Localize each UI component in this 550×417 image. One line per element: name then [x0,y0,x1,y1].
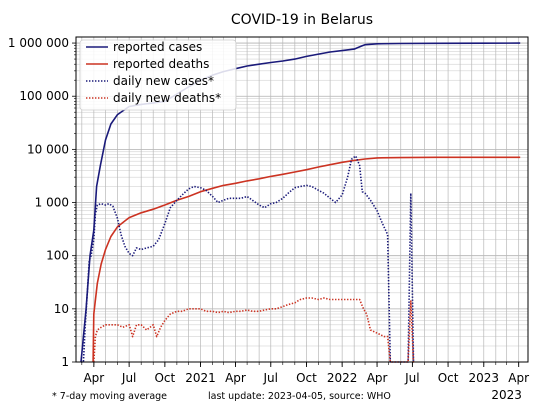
y-tick-label: 100 [46,249,69,263]
x-tick-label: Oct [154,371,175,385]
x-tick-label: 2022 [327,371,358,385]
legend-label: daily new deaths* [113,91,221,105]
x-tick-label: 2023 [468,371,499,385]
x-tick-label: Apr [225,371,246,385]
x-tick-label: Jul [121,371,136,385]
x-tick-label: Apr [83,371,104,385]
y-tick-label: 1 000 000 [8,36,69,50]
legend-label: daily new cases* [113,74,214,88]
series-line-reported-deaths [92,156,521,363]
x-tick-label: Apr [508,371,529,385]
x-tick-label: Jul [404,371,419,385]
axes: 1 10 100 1 000 10 000 100 000 1 000 000 Apr Jul O… [8,36,529,402]
x-tick-label: Jul [263,371,278,385]
legend-label: reported deaths [113,57,209,71]
y-tick-label: 1 000 [35,196,69,210]
x-tick-label: Oct [438,371,459,385]
y-tick-label: 10 [54,302,69,316]
footnote-moving-average: * 7-day moving average [52,391,167,402]
x-tick-label: Apr [367,371,388,385]
legend-label: reported cases [113,40,202,54]
x-tick-label: 2021 [185,371,216,385]
chart-title: COVID-19 in Belarus [231,12,373,28]
footnote-source: last update: 2023-04-05, source: WHO [208,391,391,402]
y-tick-label: 1 [61,355,69,369]
y-tick-label: 100 000 [19,89,69,103]
y-tick-label: 10 000 [27,142,69,156]
legend-box [79,39,237,111]
x-year-label: 2023 [491,388,522,402]
x-tick-label: Oct [296,371,317,385]
legend: reported cases reported deaths daily new c… [79,39,237,111]
plot-frame [75,36,529,363]
series-line-daily-new-cases [81,155,415,363]
